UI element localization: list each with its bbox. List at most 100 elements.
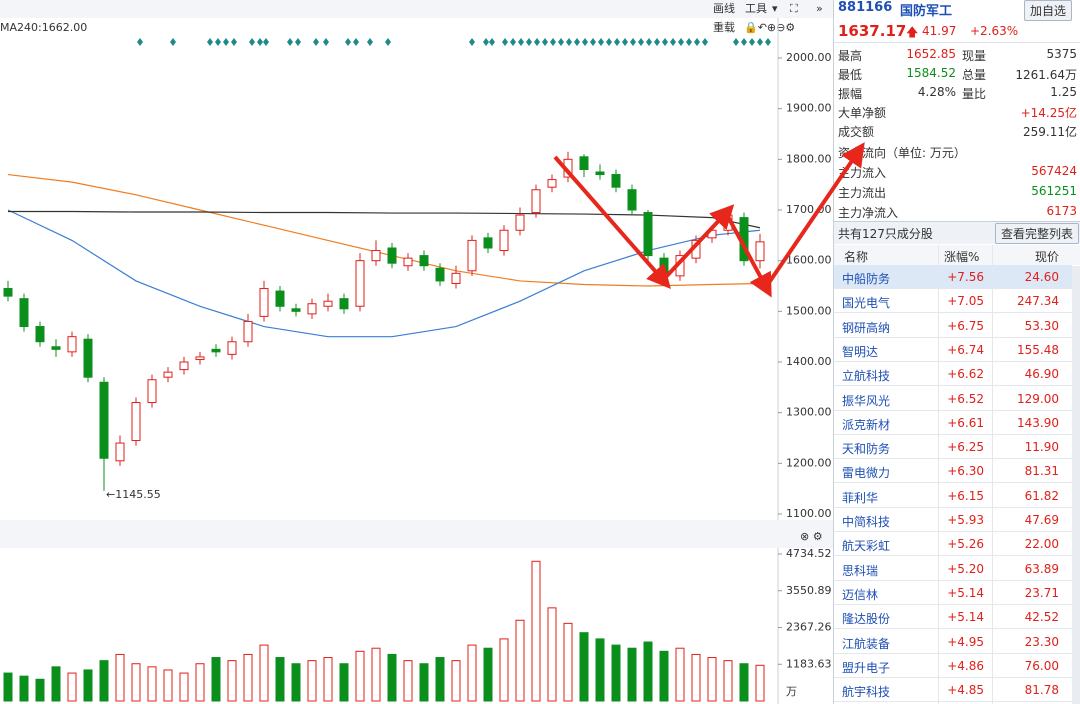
stock-name[interactable]: 中简科技 — [842, 515, 891, 529]
stat-label: 最低 — [838, 68, 863, 82]
candle-body — [627, 189, 637, 211]
stock-name[interactable]: 思科瑞 — [842, 563, 879, 578]
stock-name[interactable]: 航天彩虹 — [842, 539, 891, 554]
stock-name[interactable]: 中船防务 — [842, 272, 891, 286]
row-divider — [834, 312, 1072, 314]
candle-body — [163, 371, 173, 378]
stock-price: 47.69 — [1024, 513, 1059, 527]
candle-body — [227, 341, 237, 355]
candle-body — [483, 237, 493, 249]
stat-value: 4.28% — [917, 85, 956, 99]
draw-button[interactable]: 画线 — [713, 1, 735, 15]
stat-value: 1261.64万 — [1015, 68, 1077, 82]
marker-diamond — [542, 38, 548, 46]
candle-body — [579, 156, 589, 170]
price: 1637.17 — [838, 22, 907, 40]
reload-button[interactable]: 重载 — [713, 20, 735, 34]
stock-name[interactable]: 派克新材 — [842, 417, 891, 432]
more-icon[interactable]: » — [816, 2, 823, 15]
stock-name[interactable]: 江航装备 — [842, 636, 891, 651]
volume-bar — [707, 657, 717, 702]
flow-title: 资金流向（单位: 万元） — [838, 146, 966, 160]
y-tick-label: 1100.00 — [786, 507, 832, 520]
stat-value: 1652.85 — [906, 47, 956, 61]
row-divider — [834, 360, 1072, 362]
marker-diamond — [287, 38, 293, 46]
stock-name[interactable]: 盟升电子 — [842, 660, 891, 675]
marker-diamond — [257, 38, 263, 46]
stock-name[interactable]: 航宇科技 — [842, 685, 891, 700]
volume-icons[interactable]: ⊗ ⚙ — [800, 530, 823, 543]
marker-diamond — [469, 38, 475, 46]
stat-value: +14.25亿 — [1020, 106, 1077, 120]
marker-diamond — [686, 38, 692, 46]
stock-price: 81.31 — [1024, 464, 1059, 479]
marker-diamond — [662, 38, 668, 46]
stock-price: 23.71 — [1024, 585, 1059, 600]
stock-change: +4.85 — [947, 683, 984, 698]
tools-button[interactable]: 工具 — [745, 2, 767, 15]
stock-name[interactable]: 雷电微力 — [842, 466, 891, 481]
row-divider — [834, 628, 1072, 630]
add-watch[interactable]: 加自选 — [1024, 0, 1073, 21]
stat-label: 量比 — [962, 87, 987, 101]
candle-body — [643, 212, 653, 257]
marker-diamond — [614, 38, 620, 46]
stock-change: +6.52 — [947, 391, 984, 406]
stock-change: +6.62 — [947, 367, 984, 382]
stock-name[interactable]: 智明达 — [842, 344, 879, 359]
candle-body — [195, 356, 205, 360]
stock-name[interactable]: 隆达股份 — [842, 612, 891, 627]
stock-price: 42.52 — [1024, 610, 1059, 625]
stat-label: 现量 — [962, 49, 987, 63]
row-divider — [834, 555, 1072, 557]
stock-name[interactable]: 国光电气 — [842, 296, 891, 311]
row-divider — [834, 482, 1072, 484]
candle-body — [147, 379, 157, 404]
stock-name[interactable]: 振华风光 — [842, 393, 891, 408]
row-divider — [834, 288, 1072, 289]
marker-diamond — [353, 38, 359, 46]
pct: +2.63% — [970, 24, 1019, 38]
stock-change: +7.05 — [947, 294, 984, 309]
stock-name[interactable]: 菲利华 — [842, 490, 879, 505]
candle-body — [291, 308, 301, 312]
stock-price: 24.60 — [1024, 270, 1059, 284]
stock-change: +7.56 — [947, 270, 984, 284]
fullscreen-icon[interactable]: ⛶ — [790, 2, 798, 15]
candle-body — [611, 174, 621, 188]
ma-label: MA240:1662.00 — [0, 21, 87, 34]
stock-price: 61.82 — [1024, 488, 1059, 503]
candle-body — [179, 361, 189, 371]
volume-bar — [499, 638, 509, 702]
volume-bar — [131, 663, 141, 702]
stock-price: 23.30 — [1024, 634, 1059, 649]
volume-bar — [467, 644, 477, 702]
stock-name[interactable]: 天和防务 — [842, 442, 891, 457]
candle-body — [659, 257, 669, 274]
marker-diamond — [598, 38, 604, 46]
full-list-button[interactable]: 查看完整列表 — [994, 223, 1079, 244]
candle-body — [707, 229, 717, 239]
y-tick-label: 1300.00 — [786, 406, 832, 419]
stat-value: 1584.52 — [906, 66, 956, 80]
toolbar-icons[interactable]: 🔒↶⊕⊖⚙ — [744, 21, 795, 34]
stock-change: +6.74 — [947, 342, 984, 357]
flow-label: 主力净流入 — [838, 206, 899, 220]
stock-name[interactable]: 立航科技 — [842, 369, 891, 384]
volume-bar — [275, 657, 285, 702]
y-tick-label: 1400.00 — [786, 355, 832, 368]
volume-bar — [99, 660, 109, 702]
candle-body — [211, 348, 221, 353]
marker-diamond — [566, 38, 572, 46]
candle-body — [323, 300, 333, 307]
candle-body — [83, 338, 93, 378]
row-divider — [834, 506, 1072, 508]
unit-label: 万 — [786, 685, 797, 698]
stock-name[interactable]: 钢研高纳 — [842, 320, 891, 335]
volume-bar — [643, 641, 653, 702]
candle-body — [131, 402, 141, 442]
marker-diamond — [590, 38, 596, 46]
stock-name[interactable]: 迈信林 — [842, 587, 879, 602]
